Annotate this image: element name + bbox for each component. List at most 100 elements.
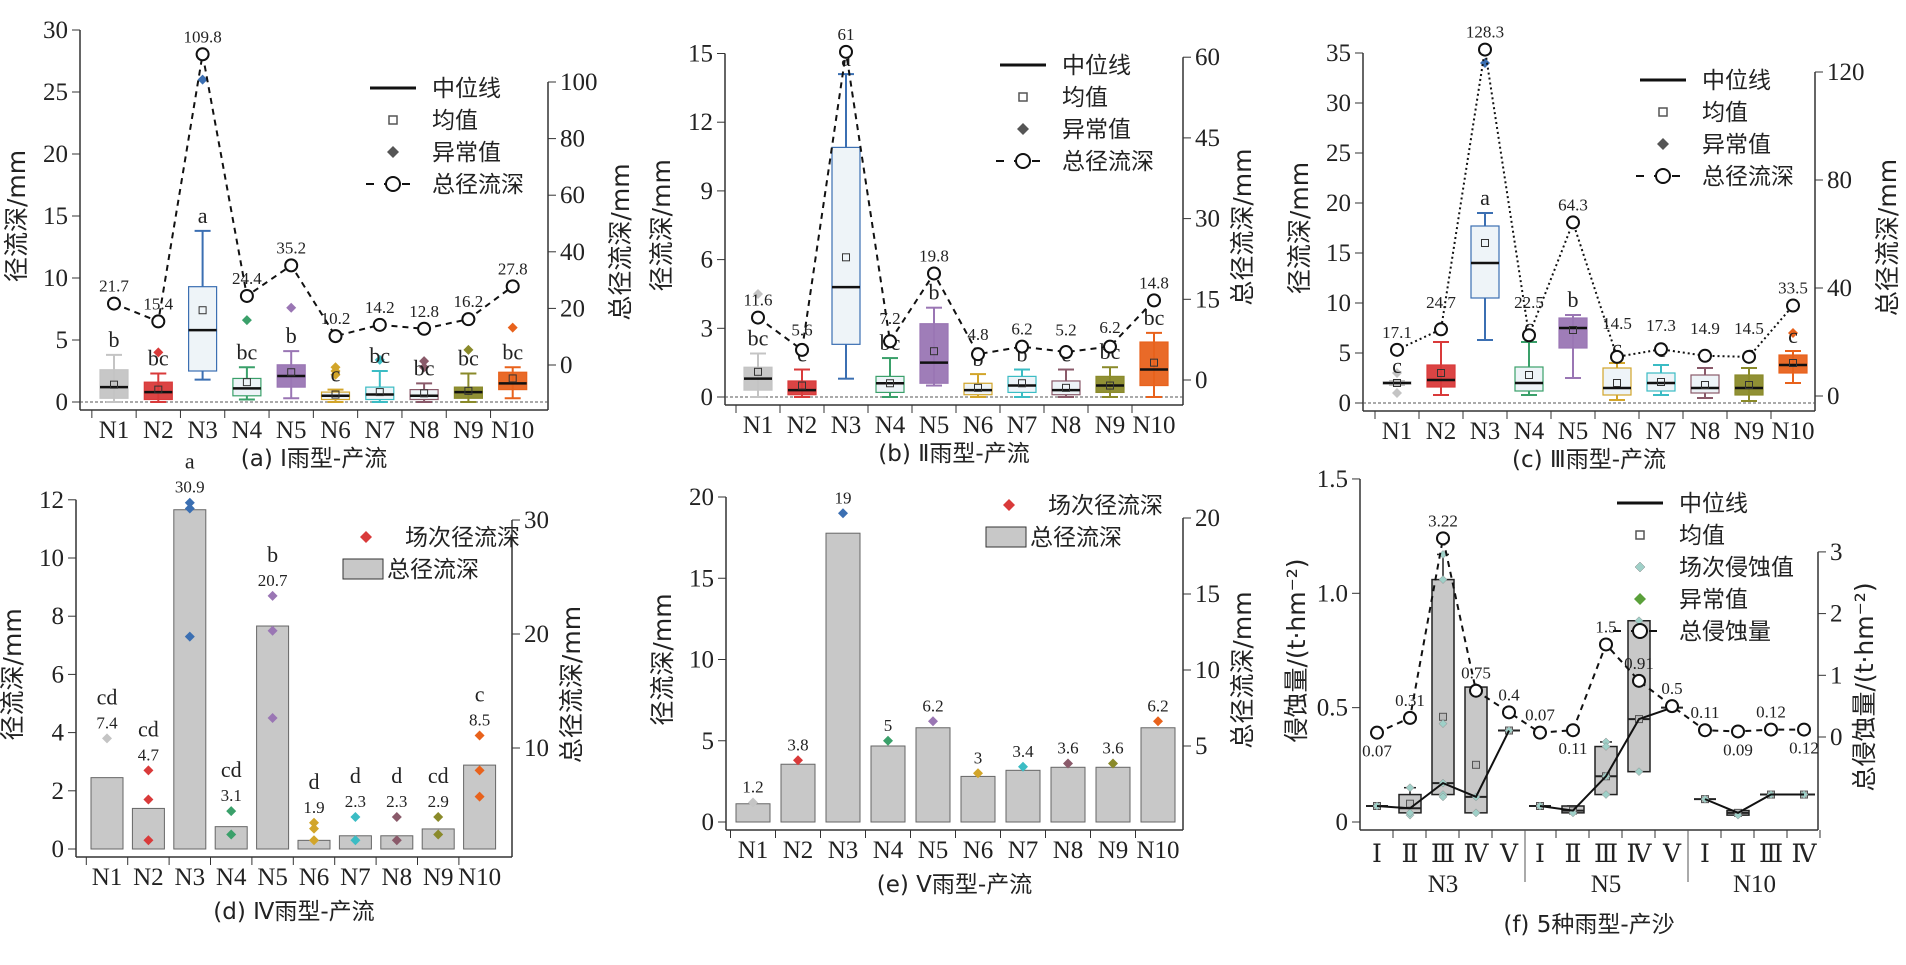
significance-letter: a xyxy=(198,203,208,228)
mean-marker xyxy=(1018,379,1026,388)
significance-letter: bc xyxy=(369,343,390,368)
total-label: 14.8 xyxy=(1139,273,1169,292)
x-tick-label: Ⅱ xyxy=(1565,841,1582,868)
y2-tick-label: 5 xyxy=(1195,733,1208,760)
y-tick-label: 1.5 xyxy=(1317,466,1348,493)
total-point xyxy=(1786,298,1800,313)
total-point xyxy=(839,44,853,59)
total-label: 0.75 xyxy=(1461,664,1491,683)
outlier-marker xyxy=(1788,328,1798,338)
outlier-marker xyxy=(241,315,252,326)
mean-marker xyxy=(1481,239,1489,247)
legend-item: 场次径流深 xyxy=(360,525,520,551)
event-marker xyxy=(391,811,402,822)
legend-item: 均值 xyxy=(1658,100,1748,126)
event-point xyxy=(1438,719,1448,729)
total-label: 14.5 xyxy=(1734,319,1764,338)
event-point xyxy=(1601,790,1611,799)
total-label: 17.3 xyxy=(1646,316,1676,335)
x-tick-label: N2 xyxy=(787,412,818,439)
total-bar xyxy=(256,625,290,850)
event-marker xyxy=(433,829,444,840)
y2-tick-label: 0 xyxy=(1195,367,1208,394)
legend-label: 异常值 xyxy=(432,140,501,166)
event-point xyxy=(1405,808,1415,818)
x-tick-label: N5 xyxy=(276,417,307,444)
total-point xyxy=(461,312,476,327)
y-tick-label: 9 xyxy=(701,178,714,205)
event-marker xyxy=(474,765,485,776)
total-point xyxy=(1632,673,1646,688)
x-tick-label: N3 xyxy=(828,837,859,864)
total-label: 3.1 xyxy=(221,786,242,805)
total-point xyxy=(328,329,343,344)
x-tick-label: N5 xyxy=(918,837,949,864)
mean-marker xyxy=(1150,358,1158,367)
y-tick-label: 5 xyxy=(56,327,69,354)
box xyxy=(1627,619,1651,773)
y2-tick-label: 0 xyxy=(1830,724,1843,751)
legend-label: 异常值 xyxy=(1062,117,1131,143)
legend-mean-icon xyxy=(1635,530,1645,540)
x-tick-label: N8 xyxy=(409,417,440,444)
legend-label: 中位线 xyxy=(1702,68,1771,94)
total-point xyxy=(1698,348,1712,363)
mean-marker xyxy=(464,386,473,395)
x-tick-label: N1 xyxy=(92,864,123,891)
panel-title: (d) Ⅳ雨型-产流 xyxy=(213,899,374,925)
legend-label: 中位线 xyxy=(432,76,501,102)
y-axis-title: 侵蚀量/(t·hm⁻²) xyxy=(1282,558,1311,742)
y2-tick-label: 0 xyxy=(560,352,573,379)
mean-marker xyxy=(1062,383,1070,392)
outlier-marker xyxy=(286,302,297,313)
x-tick-label: N6 xyxy=(1602,418,1633,445)
total-point xyxy=(1434,322,1448,337)
event-marker xyxy=(143,794,154,805)
total-point xyxy=(505,279,520,294)
y-axis-title: 径流深/mm xyxy=(647,159,676,291)
event-marker xyxy=(309,835,319,846)
group-label: N5 xyxy=(1591,871,1622,898)
legend-total-icon xyxy=(1655,168,1671,184)
outlier-marker xyxy=(507,322,518,333)
box xyxy=(787,380,817,396)
event-point xyxy=(1634,767,1644,777)
x-tick-label: N6 xyxy=(320,417,351,444)
x-tick-label: Ⅴ xyxy=(1662,841,1682,868)
significance-letter: a xyxy=(185,449,195,474)
x-tick-label: N7 xyxy=(1646,418,1677,445)
significance-letter: cd xyxy=(221,757,242,782)
legend-outlier-icon xyxy=(1017,123,1029,135)
legend-label: 均值 xyxy=(1062,85,1108,111)
event-marker xyxy=(1108,758,1118,769)
y-axis-title: 径流深/mm xyxy=(1285,162,1314,294)
x-tick-label: N5 xyxy=(257,864,288,891)
y-tick-label: 12 xyxy=(688,109,713,136)
total-point xyxy=(1698,723,1712,738)
event-marker xyxy=(309,817,319,828)
total-point xyxy=(751,310,765,325)
legend-item: 异常值 xyxy=(1657,132,1771,158)
total-point xyxy=(284,258,299,273)
total-label: 0.07 xyxy=(1362,742,1392,761)
total-label: 7.4 xyxy=(96,713,118,732)
legend-item: 中位线 xyxy=(370,76,501,102)
legend-item: 异常值 xyxy=(387,140,501,166)
total-label: 0.91 xyxy=(1624,654,1654,673)
event-marker xyxy=(143,835,154,846)
total-bar xyxy=(870,745,906,823)
legend-label: 异常值 xyxy=(1702,132,1771,158)
y2-tick-label: 15 xyxy=(1195,286,1220,313)
x-tick-label: N3 xyxy=(187,417,218,444)
y-tick-label: 6 xyxy=(701,247,714,274)
legend-event-icon xyxy=(360,531,372,543)
x-tick-label: N8 xyxy=(1690,418,1721,445)
event-marker xyxy=(474,791,485,802)
y-tick-label: 15 xyxy=(1326,240,1351,267)
legend-label: 均值 xyxy=(1679,523,1725,549)
significance-letter: c xyxy=(1612,335,1622,360)
total-point xyxy=(1390,342,1404,357)
total-label: 21.7 xyxy=(99,277,129,296)
total-point xyxy=(1103,339,1117,354)
